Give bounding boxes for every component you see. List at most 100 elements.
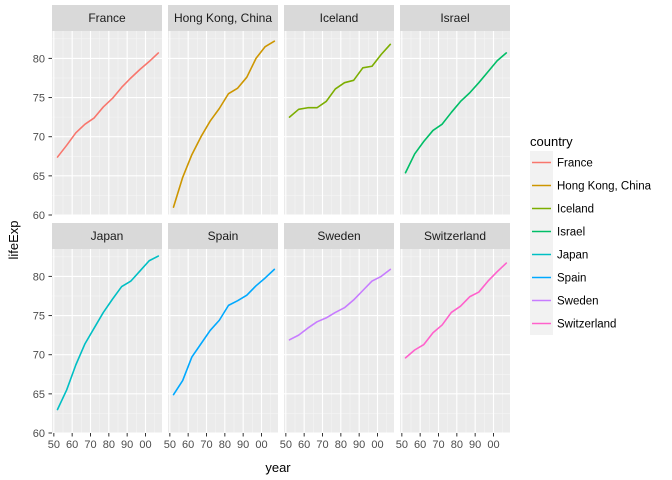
- x-axis-col-3: 50 60 70 80 90 00: [280, 433, 384, 451]
- facet-strip-label: Israel: [440, 11, 469, 25]
- x-axis-col-2: 50 60 70 80 90 00: [164, 433, 268, 451]
- legend-label: Hong Kong, China: [557, 181, 652, 193]
- series-line-hong-kong-china: [172, 40, 276, 208]
- x-tick-label: 60: [414, 439, 426, 451]
- legend-item-switzerland: Switzerland: [530, 312, 616, 335]
- x-tick-label: 50: [48, 439, 60, 451]
- x-tick-label: 90: [469, 439, 481, 451]
- panel-background: [400, 249, 510, 433]
- facet-strip: [284, 223, 394, 249]
- facet-panel-israel: Israel: [400, 5, 510, 216]
- legend-item-spain: Spain: [530, 266, 586, 289]
- panel-background: [168, 249, 278, 433]
- series-line-sweden: [288, 268, 392, 341]
- y-tick-label: 80: [33, 53, 45, 65]
- facet-panels: France Hong Kong, China Iceland Israel Japan…: [52, 5, 510, 434]
- legend-label: France: [557, 158, 593, 170]
- legend-item-hong-kong-china: Hong Kong, China: [530, 174, 652, 197]
- facet-panel-sweden: Sweden: [284, 223, 394, 434]
- facet-panel-hong-kong-china: Hong Kong, China: [168, 5, 278, 216]
- facet-panel-spain: Spain: [168, 223, 278, 434]
- x-tick-label: 70: [316, 439, 328, 451]
- x-tick-label: 00: [371, 439, 383, 451]
- facet-strip: [284, 5, 394, 31]
- legend: country France Hong Kong, China Iceland Isr…: [530, 134, 652, 335]
- facet-strip: [400, 223, 510, 249]
- x-tick-label: 00: [255, 439, 267, 451]
- x-tick-label: 50: [164, 439, 176, 451]
- y-axis-title: lifeExp: [6, 220, 21, 259]
- x-tick-label: 50: [280, 439, 292, 451]
- legend-label: Iceland: [557, 204, 594, 216]
- facet-panel-iceland: Iceland: [284, 5, 394, 216]
- y-axis-row-1: 60 65 70 75 80: [33, 53, 52, 222]
- y-tick-label: 75: [33, 311, 45, 323]
- facet-strip-label: Spain: [208, 229, 239, 243]
- legend-label: Sweden: [557, 296, 599, 308]
- legend-title: country: [530, 134, 573, 149]
- facet-strip-label: France: [88, 11, 126, 25]
- panel-background: [52, 249, 162, 433]
- x-tick-label: 90: [237, 439, 249, 451]
- panel-background: [168, 31, 278, 215]
- x-tick-label: 90: [121, 439, 133, 451]
- facet-strip: [52, 223, 162, 249]
- x-tick-label: 80: [219, 439, 231, 451]
- facet-strip-label: Sweden: [317, 229, 360, 243]
- x-tick-label: 70: [432, 439, 444, 451]
- facet-strip: [168, 5, 278, 31]
- series-line-israel: [404, 52, 508, 174]
- series-line-switzerland: [404, 262, 508, 359]
- series-line-japan: [56, 255, 160, 411]
- legend-item-iceland: Iceland: [530, 197, 594, 220]
- y-tick-label: 70: [33, 350, 45, 362]
- x-axis-col-4: 50 60 70 80 90 00: [396, 433, 500, 451]
- x-tick-label: 60: [182, 439, 194, 451]
- x-tick-label: 90: [353, 439, 365, 451]
- x-tick-label: 70: [84, 439, 96, 451]
- facet-strip-label: Hong Kong, China: [174, 11, 272, 25]
- x-tick-label: 70: [200, 439, 212, 451]
- facet-strip-label: Switzerland: [424, 229, 486, 243]
- legend-item-sweden: Sweden: [530, 289, 599, 312]
- legend-item-israel: Israel: [530, 220, 585, 243]
- x-tick-label: 00: [487, 439, 499, 451]
- panel-background: [400, 31, 510, 215]
- y-tick-label: 60: [33, 210, 45, 222]
- facet-strip: [52, 5, 162, 31]
- legend-label: Israel: [557, 227, 585, 239]
- y-tick-label: 75: [33, 93, 45, 105]
- y-tick-label: 60: [33, 428, 45, 440]
- panel-background: [52, 31, 162, 215]
- x-tick-label: 60: [298, 439, 310, 451]
- y-axis-row-2: 60 65 70 75 80: [33, 271, 52, 440]
- legend-label: Switzerland: [557, 319, 616, 331]
- x-tick-label: 80: [335, 439, 347, 451]
- x-tick-label: 00: [139, 439, 151, 451]
- facet-strip-label: Iceland: [320, 11, 359, 25]
- series-line-iceland: [288, 43, 392, 118]
- facet-panel-japan: Japan: [52, 223, 162, 434]
- y-tick-label: 65: [33, 171, 45, 183]
- x-tick-label: 80: [451, 439, 463, 451]
- legend-label: Spain: [557, 273, 586, 285]
- x-axis-col-1: 50 60 70 80 90 00: [48, 433, 152, 451]
- facet-strip: [400, 5, 510, 31]
- x-tick-label: 50: [396, 439, 408, 451]
- legend-item-japan: Japan: [530, 243, 588, 266]
- facet-panel-switzerland: Switzerland: [400, 223, 510, 434]
- y-tick-label: 70: [33, 132, 45, 144]
- legend-label: Japan: [557, 250, 588, 262]
- x-tick-label: 60: [66, 439, 78, 451]
- x-tick-label: 80: [103, 439, 115, 451]
- series-line-spain: [172, 268, 276, 396]
- legend-item-france: France: [530, 151, 593, 174]
- x-axis-title: year: [265, 460, 291, 475]
- facet-strip: [168, 223, 278, 249]
- y-tick-label: 65: [33, 389, 45, 401]
- facet-panel-france: France: [52, 5, 162, 216]
- facet-strip-label: Japan: [91, 229, 124, 243]
- y-tick-label: 80: [33, 271, 45, 283]
